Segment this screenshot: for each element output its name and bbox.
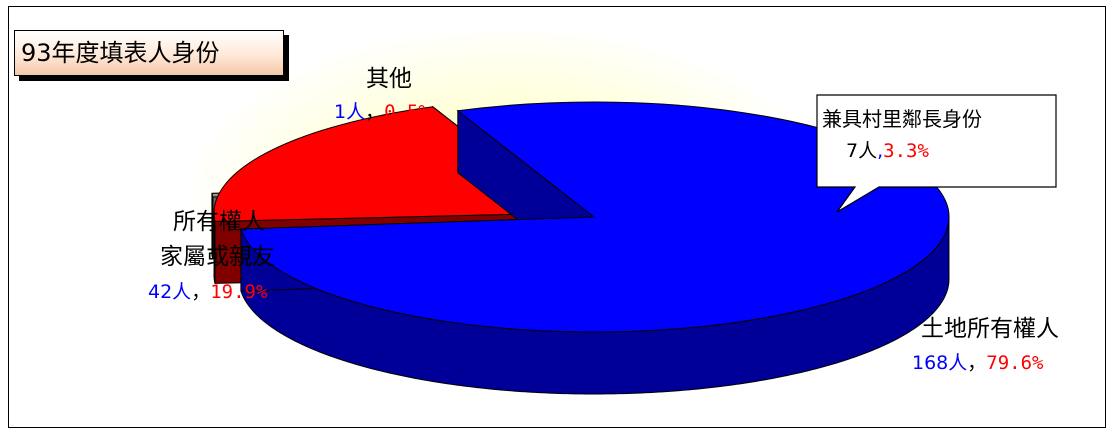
- percent-owner: 79.6%: [986, 352, 1044, 374]
- percent-other: 0.5%: [384, 101, 430, 123]
- callout-text: 兼具村里鄰長身份 7人,3.3%: [822, 103, 982, 163]
- label-relatives-line2: 家屬或親友: [160, 244, 275, 270]
- value-other: 1人，0.5%: [334, 97, 430, 124]
- label-owner: 土地所有權人: [921, 316, 1059, 342]
- chart-title: 93年度填表人身份: [14, 30, 284, 76]
- value-owner: 168人，79.6%: [912, 348, 1043, 375]
- count-relatives: 42人: [148, 281, 192, 303]
- callout-label: 兼具村里鄰長身份: [822, 107, 982, 131]
- pie-chart: [211, 94, 1057, 395]
- sep: ，: [191, 281, 211, 303]
- label-other: 其他: [366, 66, 412, 92]
- sep: ，: [365, 101, 385, 123]
- callout-sep: ,: [877, 140, 884, 162]
- callout-count: 7人: [846, 140, 878, 162]
- callout-percent: 3.3%: [883, 140, 929, 162]
- label-relatives-line1: 所有權人: [173, 209, 265, 235]
- count-other: 1人: [334, 101, 366, 123]
- callout-bubble: [816, 94, 1057, 213]
- value-relatives: 42人，19.9%: [148, 277, 267, 304]
- count-owner: 168人: [912, 352, 968, 374]
- percent-relatives: 19.9%: [210, 281, 268, 303]
- sep: ，: [967, 352, 987, 374]
- slice-top-owner: [240, 101, 950, 333]
- pie-slice-owner: [240, 101, 950, 395]
- callout-value: 7人,3.3%: [846, 136, 982, 163]
- chart-frame: 93年度填表人身份 其他 1人，0.5% 所有權人 家屬或親友 42人，19.9…: [8, 6, 1106, 428]
- slice-top-relatives: [213, 106, 571, 222]
